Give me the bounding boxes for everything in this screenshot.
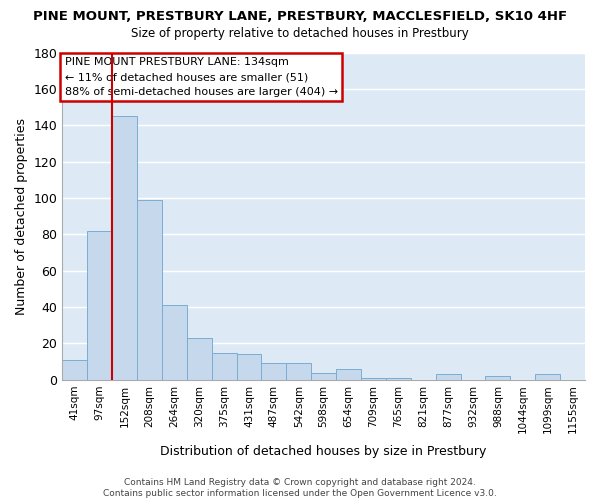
- Bar: [87, 230, 112, 380]
- Text: PINE MOUNT, PRESTBURY LANE, PRESTBURY, MACCLESFIELD, SK10 4HF: PINE MOUNT, PRESTBURY LANE, PRESTBURY, M…: [33, 10, 567, 23]
- Text: Size of property relative to detached houses in Prestbury: Size of property relative to detached ho…: [131, 28, 469, 40]
- Bar: [336, 369, 361, 380]
- Bar: [485, 376, 511, 380]
- Bar: [361, 378, 386, 380]
- Bar: [236, 354, 262, 380]
- Bar: [311, 372, 336, 380]
- Text: PINE MOUNT PRESTBURY LANE: 134sqm
← 11% of detached houses are smaller (51)
88% : PINE MOUNT PRESTBURY LANE: 134sqm ← 11% …: [65, 58, 338, 97]
- Bar: [286, 364, 311, 380]
- Bar: [162, 305, 187, 380]
- X-axis label: Distribution of detached houses by size in Prestbury: Distribution of detached houses by size …: [160, 444, 487, 458]
- Bar: [212, 352, 236, 380]
- Bar: [137, 200, 162, 380]
- Bar: [262, 364, 286, 380]
- Bar: [187, 338, 212, 380]
- Y-axis label: Number of detached properties: Number of detached properties: [15, 118, 28, 314]
- Bar: [535, 374, 560, 380]
- Bar: [386, 378, 411, 380]
- Bar: [436, 374, 461, 380]
- Text: Contains HM Land Registry data © Crown copyright and database right 2024.
Contai: Contains HM Land Registry data © Crown c…: [103, 478, 497, 498]
- Bar: [112, 116, 137, 380]
- Bar: [62, 360, 87, 380]
